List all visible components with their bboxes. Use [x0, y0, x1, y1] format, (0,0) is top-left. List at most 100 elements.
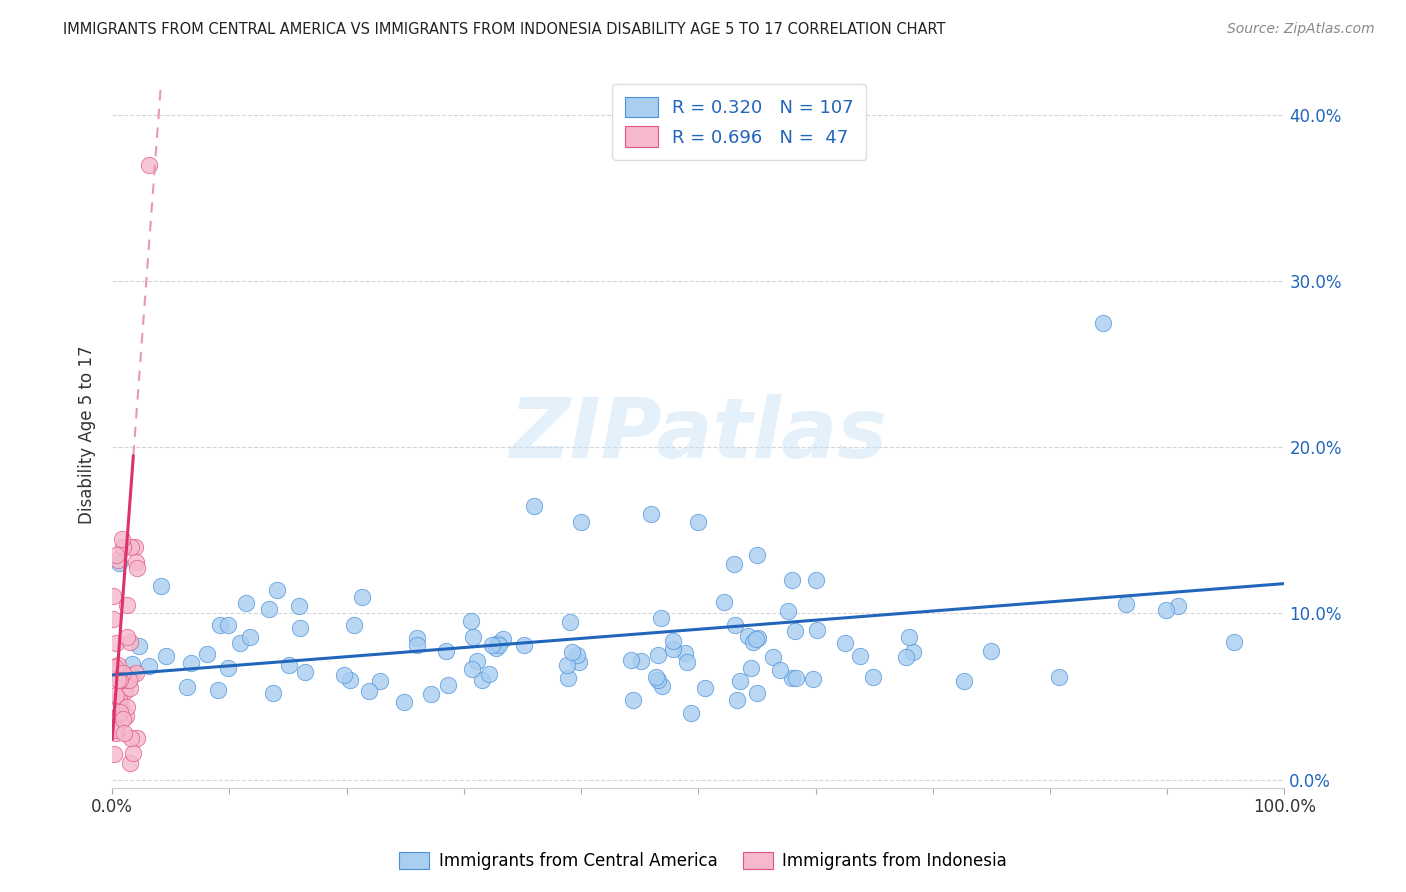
Legend: R = 0.320   N = 107, R = 0.696   N =  47: R = 0.320 N = 107, R = 0.696 N = 47 [613, 84, 866, 160]
Point [481, 638, 503, 652]
Point [122, 747, 145, 761]
Point [1047, 670, 1070, 684]
Point [104, 723, 127, 737]
Point [155, 649, 177, 664]
Point [434, 644, 457, 658]
Point [557, 671, 579, 685]
Point [118, 673, 141, 687]
Point [461, 630, 484, 644]
Point [747, 686, 769, 700]
Point [676, 655, 699, 669]
Point [644, 670, 666, 684]
Point [465, 654, 488, 668]
Point [513, 638, 536, 652]
Point [723, 618, 745, 632]
Point [728, 673, 751, 688]
Point [114, 673, 136, 687]
Point [745, 549, 768, 563]
Point [561, 645, 583, 659]
Point [103, 612, 125, 626]
Point [288, 621, 311, 635]
Point [370, 673, 392, 688]
Point [769, 663, 792, 677]
Y-axis label: Disability Age 5 to 17: Disability Age 5 to 17 [79, 346, 96, 524]
Point [103, 721, 125, 735]
Point [785, 624, 807, 638]
Point [650, 611, 672, 625]
Point [208, 618, 231, 632]
Point [125, 561, 148, 575]
Point [780, 672, 803, 686]
Point [110, 698, 132, 713]
Point [523, 499, 546, 513]
Point [725, 693, 748, 707]
Point [120, 731, 142, 745]
Point [339, 673, 361, 688]
Point [486, 636, 509, 650]
Point [118, 635, 141, 649]
Point [952, 673, 974, 688]
Point [105, 726, 128, 740]
Point [120, 540, 142, 554]
Point [478, 667, 501, 681]
Text: ZIPatlas: ZIPatlas [509, 394, 887, 475]
Point [125, 555, 148, 569]
Point [662, 642, 685, 657]
Point [780, 574, 803, 588]
Point [112, 726, 135, 740]
Point [647, 648, 669, 662]
Point [195, 647, 218, 661]
Point [437, 678, 460, 692]
Point [128, 639, 150, 653]
Point [801, 672, 824, 686]
Point [555, 657, 578, 672]
Point [849, 649, 872, 664]
Point [257, 602, 280, 616]
Point [117, 598, 139, 612]
Point [894, 650, 917, 665]
Point [647, 673, 669, 687]
Point [120, 681, 142, 695]
Point [105, 636, 128, 650]
Point [661, 633, 683, 648]
Point [127, 731, 149, 745]
Point [558, 615, 581, 630]
Point [114, 684, 136, 698]
Point [359, 684, 381, 698]
Point [110, 715, 132, 730]
Point [673, 646, 696, 660]
Point [138, 658, 160, 673]
Point [108, 706, 131, 720]
Point [897, 630, 920, 644]
Point [207, 682, 229, 697]
Point [104, 662, 127, 676]
Point [107, 553, 129, 567]
Text: IMMIGRANTS FROM CENTRAL AMERICA VS IMMIGRANTS FROM INDONESIA DISABILITY AGE 5 TO: IMMIGRANTS FROM CENTRAL AMERICA VS IMMIG… [63, 22, 946, 37]
Point [125, 666, 148, 681]
Point [834, 636, 856, 650]
Point [488, 638, 510, 652]
Point [980, 644, 1002, 658]
Point [180, 656, 202, 670]
Point [278, 657, 301, 672]
Point [262, 686, 284, 700]
Point [1167, 599, 1189, 613]
Point [115, 630, 138, 644]
Point [565, 648, 588, 662]
Point [460, 662, 482, 676]
Point [460, 614, 482, 628]
Point [742, 635, 765, 649]
Point [121, 657, 143, 671]
Point [217, 618, 239, 632]
Point [804, 574, 827, 588]
Point [695, 681, 717, 696]
Point [785, 671, 807, 685]
Point [108, 556, 131, 570]
Point [1115, 597, 1137, 611]
Point [471, 673, 494, 687]
Point [229, 636, 252, 650]
Point [1154, 603, 1177, 617]
Point [737, 629, 759, 643]
Point [104, 549, 127, 563]
Point [651, 679, 673, 693]
